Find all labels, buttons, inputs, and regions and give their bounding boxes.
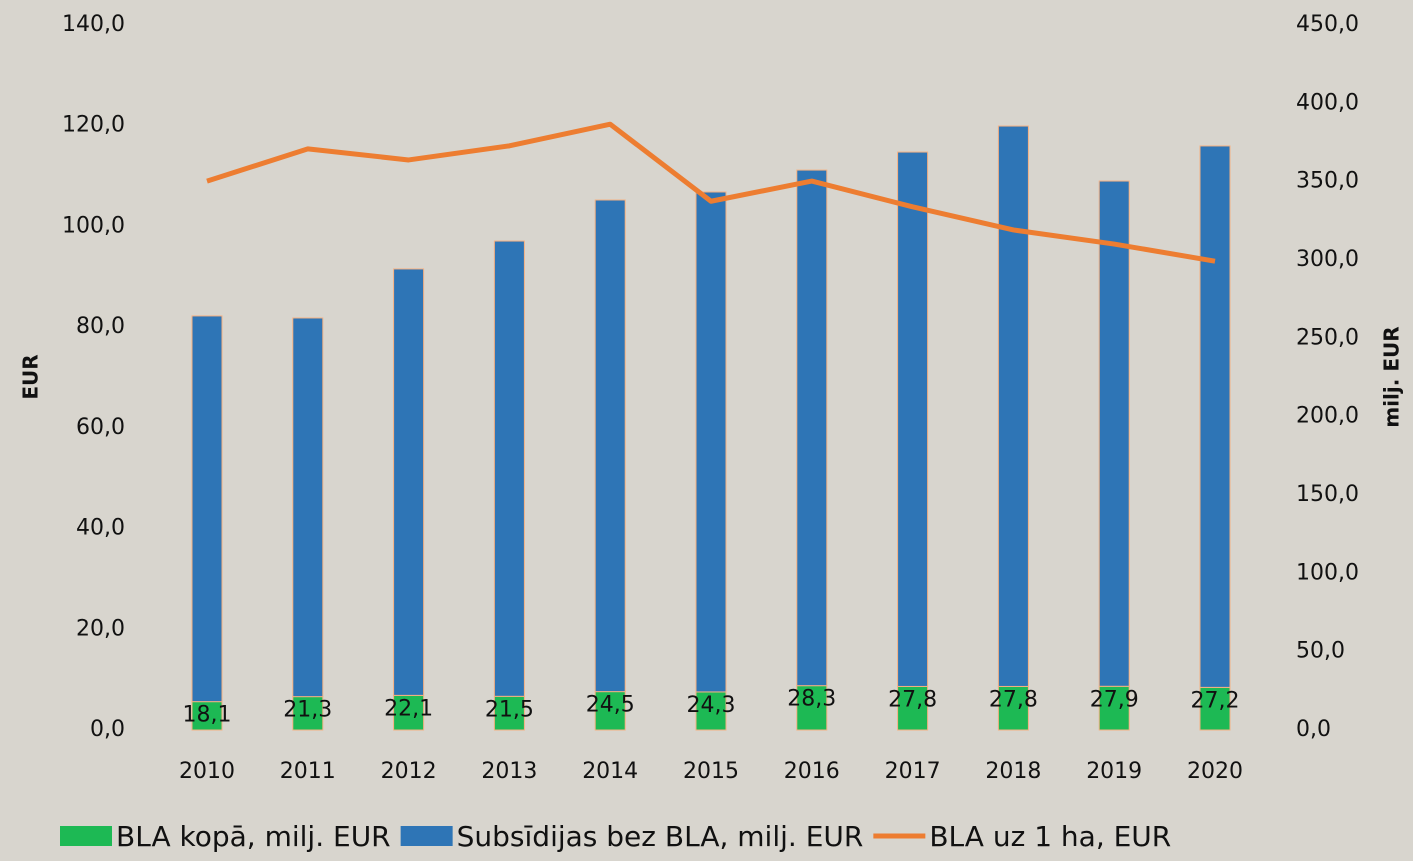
x-tick-label: 2017 [885, 759, 941, 784]
bar [796, 685, 828, 731]
legend-label: Subsīdijas bez BLA, milj. EUR [457, 820, 864, 853]
data-label: 27,2 [1191, 688, 1240, 713]
y-axis-title: EUR [19, 354, 43, 399]
y2-tick-label: 400,0 [1296, 90, 1359, 115]
data-label: 21,3 [283, 698, 332, 723]
y2-tick-label: 50,0 [1296, 639, 1345, 664]
bar [393, 268, 425, 696]
y2-tick-label: 250,0 [1296, 325, 1359, 350]
bar [897, 685, 929, 731]
bar [1199, 686, 1231, 731]
y2-tick-label: 0,0 [1296, 717, 1331, 742]
bar [1199, 145, 1231, 688]
y-tick-label: 20,0 [76, 616, 125, 641]
bar [997, 685, 1029, 731]
bar [493, 240, 525, 697]
x-tick-label: 2019 [1086, 759, 1142, 784]
legend-label: BLA uz 1 ha, EUR [929, 820, 1171, 853]
bar [594, 199, 626, 693]
x-tick-label: 2013 [481, 759, 537, 784]
x-tick-label: 2016 [784, 759, 840, 784]
y-tick-label: 40,0 [76, 516, 125, 541]
x-tick-label: 2015 [683, 759, 739, 784]
bar [1098, 685, 1130, 731]
x-tick-label: 2011 [280, 759, 336, 784]
data-label: 24,3 [687, 693, 736, 718]
y-tick-label: 100,0 [62, 213, 125, 238]
x-tick-label: 2010 [179, 759, 235, 784]
bar [191, 701, 223, 731]
data-label: 27,9 [1090, 687, 1139, 712]
data-label: 18,1 [183, 703, 232, 728]
bar [191, 315, 223, 703]
y2-tick-label: 200,0 [1296, 404, 1359, 429]
data-label: 28,3 [787, 687, 836, 712]
y-tick-label: 120,0 [62, 113, 125, 138]
bar [796, 169, 828, 687]
data-label: 27,8 [888, 687, 937, 712]
bar [695, 191, 727, 693]
bar [997, 125, 1029, 687]
data-label: 22,1 [384, 696, 433, 721]
data-label: 27,8 [989, 687, 1038, 712]
legend-label: BLA kopā, milj. EUR [116, 820, 391, 853]
bar [695, 691, 727, 731]
bar [292, 696, 324, 731]
bar [1098, 180, 1130, 687]
y-tick-label: 60,0 [76, 415, 125, 440]
bar [292, 317, 324, 698]
bar [493, 695, 525, 731]
y2-tick-label: 300,0 [1296, 247, 1359, 272]
legend-swatch [400, 826, 453, 846]
y-tick-label: 80,0 [76, 314, 125, 339]
y2-tick-label: 350,0 [1296, 169, 1359, 194]
legend-swatch [60, 826, 112, 846]
y2-tick-label: 450,0 [1296, 12, 1359, 37]
x-tick-label: 2014 [582, 759, 638, 784]
y2-tick-label: 100,0 [1296, 560, 1359, 585]
x-tick-label: 2020 [1187, 759, 1243, 784]
bar [897, 151, 929, 687]
y-tick-label: 0,0 [90, 717, 125, 742]
bar [594, 691, 626, 731]
data-label: 21,5 [485, 697, 534, 722]
x-tick-label: 2018 [985, 759, 1041, 784]
data-label: 24,5 [586, 693, 635, 718]
y2-axis-title: milj. EUR [1380, 326, 1404, 427]
y2-tick-label: 150,0 [1296, 482, 1359, 507]
line [206, 121, 1216, 264]
x-tick-label: 2012 [381, 759, 437, 784]
y-tick-label: 140,0 [62, 12, 125, 37]
